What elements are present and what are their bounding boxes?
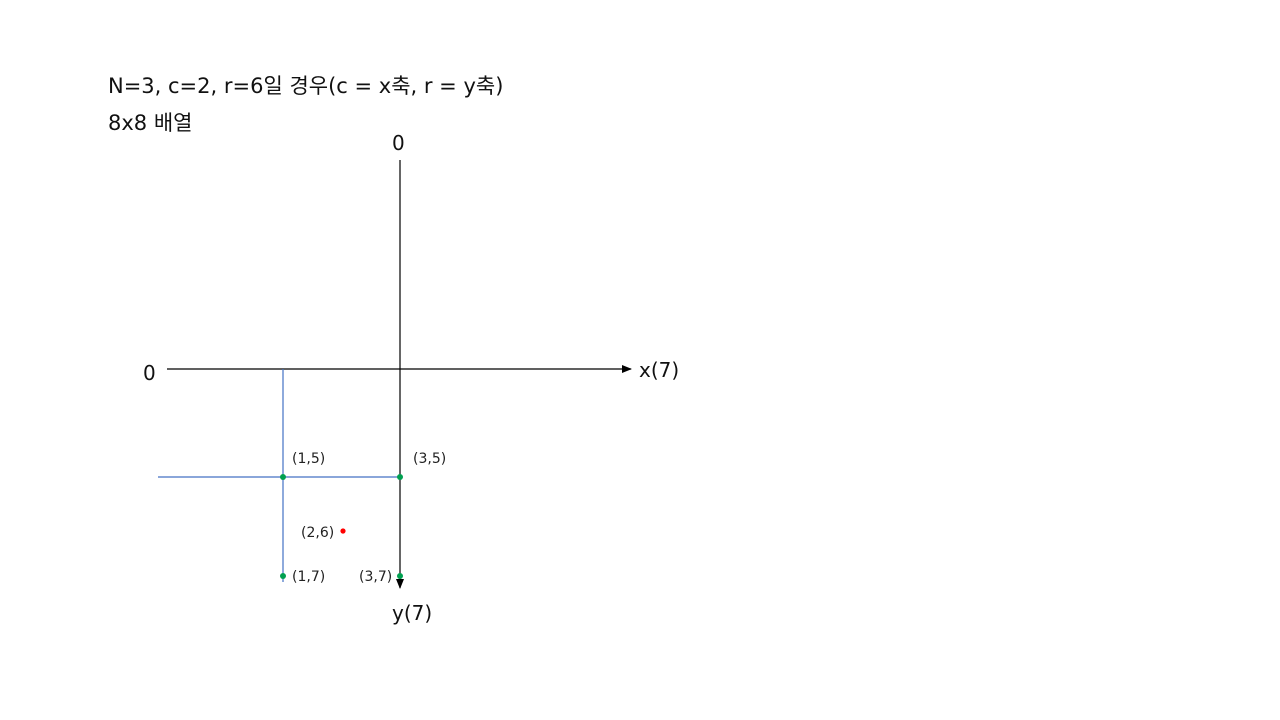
point-label-3-7: (3,7)	[359, 569, 392, 585]
point-1-5	[280, 474, 286, 480]
x-axis-end-label: x(7)	[639, 358, 679, 382]
x-axis-origin-label: 0	[143, 361, 156, 385]
point-2-6	[340, 528, 346, 534]
point-label-2-6: (2,6)	[301, 525, 334, 541]
point-label-3-5: (3,5)	[413, 451, 446, 467]
point-3-7	[397, 573, 403, 579]
point-1-7	[280, 573, 286, 579]
y-axis-origin-label: 0	[392, 131, 405, 155]
point-label-1-7: (1,7)	[292, 569, 325, 585]
y-axis-end-label: y(7)	[392, 601, 432, 625]
diagram-subtitle: 8x8 배열	[108, 111, 193, 135]
diagram-title: N=3, c=2, r=6일 경우(c = x축, r = y축)	[108, 74, 504, 98]
point-3-5	[397, 474, 403, 480]
point-label-1-5: (1,5)	[292, 451, 325, 467]
